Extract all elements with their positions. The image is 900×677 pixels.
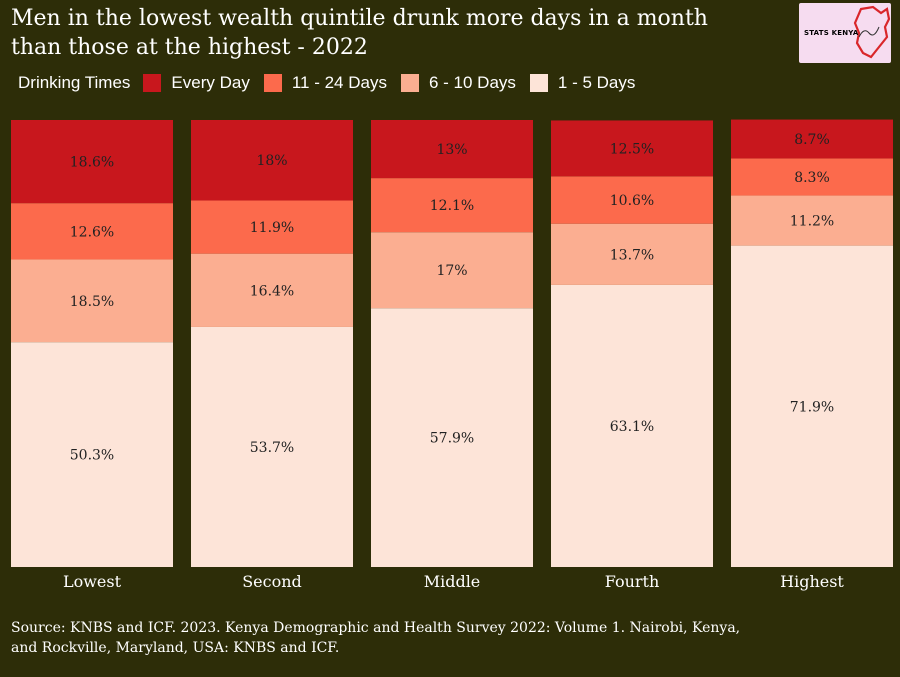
bar-fourth-every-day <box>551 120 713 177</box>
x-tick-label-lowest: Lowest <box>63 572 122 591</box>
legend-label-11-24-days: 11 - 24 Days <box>291 73 387 92</box>
data-label-highest-11-24-days: 8.3% <box>794 170 830 186</box>
legend-label-1-5-days: 1 - 5 Days <box>557 73 636 92</box>
source-line-1: Source: KNBS and ICF. 2023. Kenya Demogr… <box>11 620 741 636</box>
kenya-map-icon <box>853 5 891 59</box>
bar-highest-6-10-days <box>731 195 893 246</box>
bar-highest-1-5-days <box>731 245 893 567</box>
bar-lowest-1-5-days <box>11 342 173 567</box>
x-tick-label-fourth: Fourth <box>605 572 660 591</box>
bar-middle-6-10-days <box>371 232 533 309</box>
data-label-highest-every-day: 8.7% <box>794 132 830 148</box>
data-label-middle-11-24-days: 12.1% <box>430 198 474 214</box>
legend-label-6-10-days: 6 - 10 Days <box>428 73 516 92</box>
source-note: Source: KNBS and ICF. 2023. Kenya Demogr… <box>11 618 871 658</box>
data-label-second-6-10-days: 16.4% <box>250 283 294 299</box>
legend-label-every-day: Every Day <box>171 73 250 92</box>
chart-title-line-2: than those at the highest - 2022 <box>11 35 368 60</box>
stats-kenya-logo: STATS KENYA <box>799 3 891 63</box>
bar-fourth-6-10-days <box>551 223 713 285</box>
data-label-lowest-11-24-days: 12.6% <box>70 224 114 240</box>
legend-swatch-1-5-days <box>529 74 548 92</box>
bar-middle-every-day <box>371 120 533 179</box>
legend-item-11-24-days: 11 - 24 Days <box>263 73 387 93</box>
bar-middle-1-5-days <box>371 308 533 567</box>
legend-item-1-5-days: 1 - 5 Days <box>529 73 636 93</box>
legend-swatch-6-10-days <box>400 74 419 92</box>
bar-lowest-6-10-days <box>11 259 173 343</box>
legend-swatch-11-24-days <box>263 74 282 92</box>
bar-second-every-day <box>191 120 353 201</box>
chart-title: Men in the lowest wealth quintile drunk … <box>11 4 791 62</box>
legend-item-6-10-days: 6 - 10 Days <box>400 73 516 93</box>
x-tick-label-highest: Highest <box>780 572 844 591</box>
bar-middle-11-24-days <box>371 178 533 233</box>
data-label-second-11-24-days: 11.9% <box>250 220 294 236</box>
x-tick-label-second: Second <box>242 572 302 591</box>
legend-item-every-day: Every Day <box>143 73 250 93</box>
bar-second-6-10-days <box>191 253 353 327</box>
x-tick-label-middle: Middle <box>424 572 481 591</box>
data-label-fourth-11-24-days: 10.6% <box>610 193 654 209</box>
bar-fourth-11-24-days <box>551 176 713 224</box>
bar-lowest-every-day <box>11 120 173 204</box>
source-line-2: and Rockville, Maryland, USA: KNBS and I… <box>11 640 340 656</box>
chart-title-line-1: Men in the lowest wealth quintile drunk … <box>11 6 708 31</box>
data-label-middle-every-day: 13% <box>436 142 467 158</box>
data-label-fourth-1-5-days: 63.1% <box>610 419 654 435</box>
data-label-highest-1-5-days: 71.9% <box>790 399 834 415</box>
logo-text: STATS KENYA <box>804 29 859 37</box>
bar-highest-every-day <box>731 119 893 159</box>
data-label-fourth-6-10-days: 13.7% <box>610 247 654 263</box>
data-label-second-1-5-days: 53.7% <box>250 440 294 456</box>
bar-second-11-24-days <box>191 200 353 254</box>
data-label-middle-1-5-days: 57.9% <box>430 431 474 447</box>
bar-highest-11-24-days <box>731 158 893 196</box>
data-label-lowest-every-day: 18.6% <box>70 155 114 171</box>
data-label-second-every-day: 18% <box>256 153 287 169</box>
data-label-fourth-every-day: 12.5% <box>610 141 654 157</box>
data-label-highest-6-10-days: 11.2% <box>790 214 834 230</box>
bar-lowest-11-24-days <box>11 203 173 260</box>
legend-swatch-every-day <box>143 74 162 92</box>
legend-title: Drinking Times <box>18 73 131 92</box>
data-label-lowest-1-5-days: 50.3% <box>70 448 114 464</box>
data-label-middle-6-10-days: 17% <box>436 263 467 279</box>
bar-second-1-5-days <box>191 326 353 567</box>
bar-fourth-1-5-days <box>551 284 713 567</box>
legend: Drinking Times Every Day 11 - 24 Days 6 … <box>18 71 649 95</box>
data-label-lowest-6-10-days: 18.5% <box>70 294 114 310</box>
